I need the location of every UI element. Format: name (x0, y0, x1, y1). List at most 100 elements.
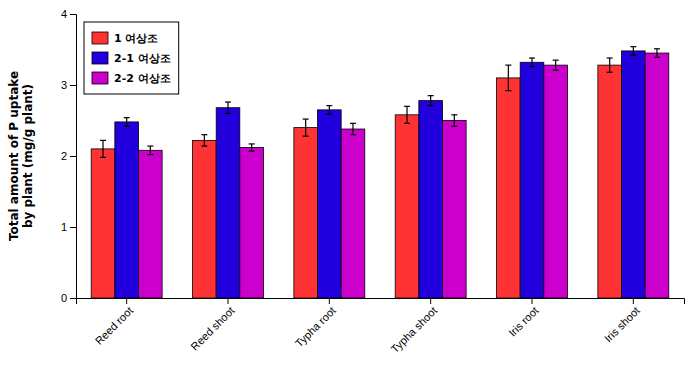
bar (395, 115, 419, 298)
error-bar-stem (609, 58, 610, 72)
bar (240, 147, 264, 298)
y-tick-label: 4 (61, 8, 67, 20)
error-bar-cap (404, 106, 410, 107)
error-bar (249, 144, 255, 151)
x-tick: Reed root (93, 298, 136, 347)
x-axis-line (77, 299, 685, 305)
legend-label: 2-1 여상조 (114, 52, 171, 65)
error-bar-stem (150, 146, 151, 155)
bar (318, 110, 342, 298)
error-bar-cap (225, 101, 231, 102)
error-bar-cap (350, 123, 356, 124)
error-bar (326, 106, 332, 115)
legend-swatch (92, 52, 108, 64)
error-bar-stem (329, 106, 330, 115)
error-bar-cap (451, 114, 457, 115)
y-axis: 0 1 2 3 4 (61, 8, 77, 304)
chart: 01234Reed rootReed shootTypha rootTypha … (0, 0, 700, 380)
error-bar-cap (147, 145, 153, 146)
error-bar-cap (553, 60, 559, 61)
series (138, 49, 668, 298)
error-bar (630, 47, 636, 56)
y-tick: 1 (61, 221, 76, 233)
error-bar-cap (654, 57, 660, 58)
bar (598, 65, 622, 298)
x-tick-label: Typha shoot (388, 304, 439, 355)
error-bar-cap (303, 136, 309, 137)
error-bar (147, 146, 153, 155)
error-bar-cap (553, 69, 559, 70)
x-tick-mark (633, 298, 634, 304)
error-bar-stem (508, 65, 509, 91)
y-tick-label: 3 (61, 79, 67, 91)
error-bar-cap (630, 55, 636, 56)
x-tick-mark (329, 298, 330, 304)
legend-label: 2-2 여상조 (114, 72, 171, 85)
x-tick: Reed shoot (188, 298, 236, 353)
y-tick-label: 0 (61, 292, 67, 304)
error-bar-cap (404, 123, 410, 124)
bar (622, 51, 646, 298)
error-bar-cap (428, 95, 434, 96)
error-bar (607, 58, 613, 72)
legend-item: 2-2 여상조 (92, 72, 171, 85)
error-bar-stem (430, 96, 431, 106)
x-tick-mark (126, 298, 127, 304)
x-tick-label: Iris root (506, 304, 540, 338)
y-tick-mark (70, 85, 76, 86)
error-bar (303, 119, 309, 136)
bar (216, 108, 240, 298)
error-bar-cap (147, 154, 153, 155)
bar (115, 122, 139, 298)
x-tick-mark (228, 298, 229, 304)
error-bar-stem (251, 144, 252, 151)
y-axis-line (70, 15, 77, 299)
error-bar-cap (225, 113, 231, 114)
error-bar-cap (201, 134, 207, 135)
error-bar-stem (633, 47, 634, 56)
error-bar-stem (531, 58, 532, 67)
y-tick-label: 2 (61, 150, 67, 162)
error-bar-cap (607, 57, 613, 58)
error-bar-cap (505, 90, 511, 91)
error-bar (654, 49, 660, 58)
legend: 1 여상조 2-1 여상조 2-2 여상조 (84, 22, 179, 94)
error-bar-cap (201, 145, 207, 146)
x-axis: Reed rootReed shootTypha rootTypha shoot… (77, 298, 685, 355)
error-bar-cap (249, 150, 255, 151)
error-bar-stem (305, 119, 306, 136)
error-bar (529, 58, 535, 67)
error-bar-cap (100, 157, 106, 158)
plot-area: 01234Reed rootReed shootTypha rootTypha … (61, 8, 685, 355)
error-bar-cap (654, 48, 660, 49)
error-bar-cap (124, 117, 130, 118)
error-bar-cap (529, 57, 535, 58)
y-tick: 0 (61, 292, 76, 304)
bar (544, 65, 568, 298)
error-bar-cap (326, 114, 332, 115)
bar (91, 149, 115, 298)
error-bar (124, 118, 130, 127)
error-bar-stem (656, 49, 657, 58)
y-tick: 3 (61, 79, 76, 91)
error-bar-stem (555, 60, 556, 70)
x-tick-label: Reed root (93, 304, 136, 347)
error-bar-cap (350, 134, 356, 135)
y-tick-mark (70, 156, 76, 157)
bar (520, 62, 544, 298)
bar (645, 53, 669, 298)
legend-swatch (92, 32, 108, 44)
y-tick-mark (70, 298, 76, 299)
error-bar-cap (124, 126, 130, 127)
error-bar-stem (102, 140, 103, 157)
error-bar-cap (100, 140, 106, 141)
error-bar-stem (126, 118, 127, 127)
legend-item: 1 여상조 (92, 32, 158, 45)
x-tick-mark (532, 298, 533, 304)
error-bar-stem (204, 135, 205, 146)
y-tick-mark (70, 14, 76, 15)
x-tick: Typha shoot (388, 298, 439, 355)
x-tick-mark (430, 298, 431, 304)
series (115, 47, 645, 298)
x-tick-label: Iris shoot (602, 304, 642, 344)
